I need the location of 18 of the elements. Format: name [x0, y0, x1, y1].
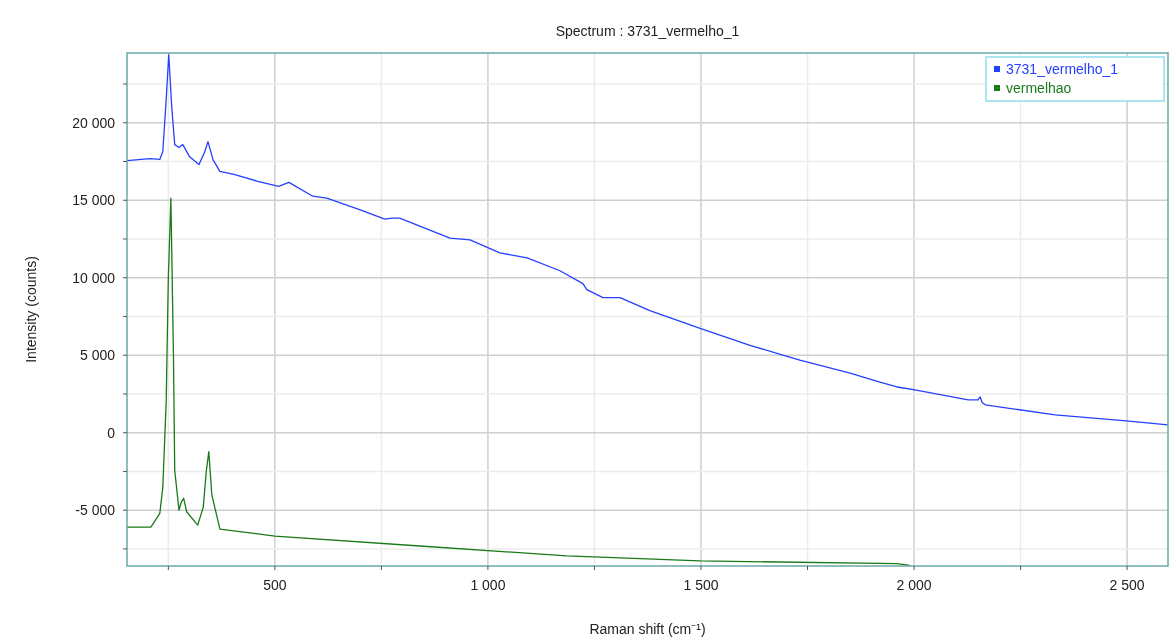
x-tick-label: 1 000: [470, 577, 506, 593]
y-tick-label: -5 000: [75, 502, 116, 519]
x-tick-label: 500: [263, 577, 287, 593]
x-tick-label: 2 000: [896, 577, 932, 593]
line-series: [127, 197, 911, 566]
legend-label: 3731_vermelho_1: [1006, 61, 1119, 77]
y-axis-title: Intensity (counts): [23, 256, 39, 363]
y-tick-label: 15 000: [72, 192, 116, 209]
legend-label: vermelhao: [1006, 80, 1072, 96]
chart-title: Spectrum : 3731_vermelho_1: [555, 23, 740, 39]
x-tick-label: 1 500: [683, 577, 719, 593]
line-series: [127, 53, 1168, 426]
x-axis-title: Raman shift (cm⁻¹): [589, 621, 706, 637]
y-tick-label: 5 000: [79, 347, 116, 364]
y-tick-label: 10 000: [72, 269, 116, 286]
x-tick-label: 2 500: [1109, 577, 1145, 593]
y-tick-label: 0: [107, 424, 116, 441]
y-tick-label: 20 000: [72, 114, 116, 131]
